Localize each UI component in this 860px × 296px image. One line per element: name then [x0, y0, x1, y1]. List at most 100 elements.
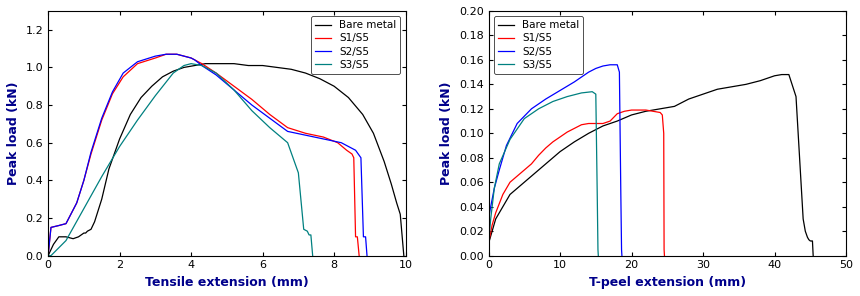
Bare metal	[79, 231, 89, 235]
S2/S5	[362, 254, 372, 258]
S2/S5	[512, 122, 522, 125]
Bare metal	[53, 235, 64, 239]
S1/S5	[659, 248, 669, 251]
Bare metal	[229, 62, 239, 65]
S2/S5	[583, 70, 593, 74]
S2/S5	[53, 224, 64, 227]
Bare metal	[483, 242, 494, 245]
S1/S5	[612, 112, 623, 115]
S2/S5	[614, 70, 624, 74]
Line: S3/S5: S3/S5	[48, 64, 313, 256]
S1/S5	[247, 98, 257, 101]
S1/S5	[108, 92, 118, 96]
S1/S5	[490, 211, 501, 215]
S1/S5	[657, 113, 667, 117]
S1/S5	[211, 71, 221, 75]
S1/S5	[533, 154, 544, 157]
S2/S5	[359, 235, 369, 239]
Bare metal	[598, 124, 608, 128]
S2/S5	[197, 64, 207, 67]
Bare metal	[104, 167, 114, 171]
Bare metal	[68, 237, 78, 240]
S3/S5	[591, 92, 601, 96]
Bare metal	[740, 83, 751, 86]
S1/S5	[519, 168, 530, 172]
S1/S5	[282, 126, 292, 129]
S2/S5	[211, 73, 221, 77]
Bare metal	[73, 235, 83, 239]
S3/S5	[229, 88, 239, 92]
Bare metal	[96, 197, 107, 201]
S1/S5	[634, 108, 644, 112]
S2/S5	[501, 144, 512, 147]
S2/S5	[300, 133, 310, 137]
S3/S5	[96, 175, 107, 178]
S1/S5	[548, 140, 558, 144]
S2/S5	[605, 63, 615, 67]
Line: S2/S5: S2/S5	[48, 54, 367, 256]
S2/S5	[132, 60, 143, 64]
Bare metal	[179, 66, 189, 69]
S1/S5	[118, 75, 128, 79]
Bare metal	[807, 239, 817, 243]
S2/S5	[483, 217, 494, 221]
S3/S5	[61, 239, 71, 242]
Bare metal	[157, 75, 168, 79]
S3/S5	[548, 100, 558, 103]
Bare metal	[669, 104, 679, 108]
S1/S5	[53, 224, 64, 227]
S1/S5	[555, 135, 565, 139]
Line: S2/S5: S2/S5	[488, 65, 622, 256]
S2/S5	[612, 63, 623, 67]
Bare metal	[395, 213, 405, 216]
Bare metal	[487, 229, 497, 233]
Bare metal	[712, 88, 722, 91]
S3/S5	[486, 217, 496, 221]
Bare metal	[189, 64, 200, 67]
Bare metal	[548, 156, 558, 160]
S1/S5	[483, 242, 494, 245]
S3/S5	[483, 242, 494, 245]
Bare metal	[43, 254, 53, 258]
S3/S5	[308, 254, 318, 258]
S2/S5	[247, 103, 257, 107]
Bare metal	[399, 254, 409, 258]
S1/S5	[172, 52, 182, 56]
S2/S5	[265, 116, 275, 120]
S3/S5	[302, 229, 312, 233]
S3/S5	[489, 186, 500, 190]
S3/S5	[168, 71, 178, 75]
S3/S5	[562, 95, 573, 98]
Bare metal	[727, 85, 737, 89]
Bare metal	[136, 96, 146, 99]
S1/S5	[132, 62, 143, 65]
Bare metal	[200, 62, 211, 65]
S1/S5	[498, 193, 508, 196]
S1/S5	[43, 254, 53, 258]
Line: S3/S5: S3/S5	[488, 92, 599, 256]
S2/S5	[494, 168, 505, 172]
S2/S5	[598, 64, 608, 68]
S1/S5	[353, 235, 363, 239]
S1/S5	[354, 254, 365, 258]
Bare metal	[512, 186, 522, 190]
S1/S5	[61, 222, 71, 226]
S3/S5	[79, 207, 89, 210]
Bare metal	[783, 73, 794, 76]
Bare metal	[808, 239, 818, 243]
Bare metal	[798, 217, 808, 221]
S3/S5	[593, 254, 604, 258]
S2/S5	[350, 149, 360, 152]
Bare metal	[795, 156, 805, 160]
Bare metal	[86, 228, 96, 231]
S1/S5	[583, 122, 593, 125]
Legend: Bare metal, S1/S5, S2/S5, S3/S5: Bare metal, S1/S5, S2/S5, S3/S5	[494, 16, 583, 74]
Bare metal	[146, 84, 157, 88]
S1/S5	[487, 223, 497, 227]
Bare metal	[777, 73, 787, 76]
S3/S5	[293, 171, 304, 175]
S2/S5	[569, 80, 580, 84]
S2/S5	[617, 248, 627, 251]
S2/S5	[282, 130, 292, 133]
S2/S5	[336, 141, 347, 144]
